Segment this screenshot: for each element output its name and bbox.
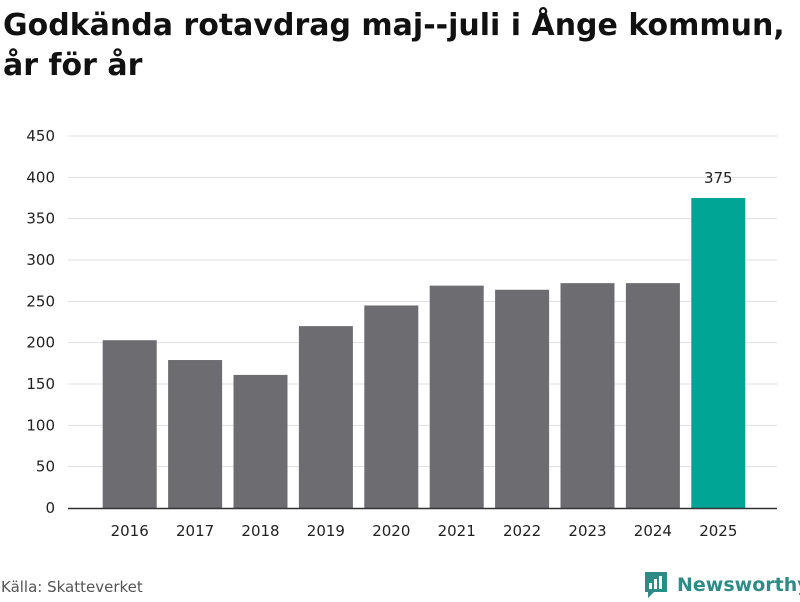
- brand-name: Newsworthy: [677, 574, 800, 596]
- bar-2024: [625, 283, 680, 508]
- y-tick-label: 150: [26, 375, 55, 393]
- y-tick-label: 300: [26, 251, 55, 269]
- x-tick-label: 2017: [176, 522, 214, 540]
- bar-2021: [429, 285, 484, 508]
- bars: [102, 198, 746, 508]
- y-tick-label: 0: [45, 499, 55, 517]
- bar-2018: [233, 374, 288, 508]
- x-tick-label: 2022: [503, 522, 541, 540]
- chart-title: Godkända rotavdrag maj--juli i Ånge komm…: [3, 8, 785, 83]
- x-tick-label: 2020: [372, 522, 410, 540]
- newsworthy-logo-icon: [645, 572, 667, 598]
- y-tick-label: 450: [26, 127, 55, 145]
- bar-2019: [298, 326, 353, 508]
- x-tick-label: 2025: [699, 522, 737, 540]
- data-label-2025: 375: [704, 169, 733, 187]
- bar-2023: [560, 283, 615, 508]
- x-tick-label: 2018: [241, 522, 279, 540]
- x-axis-ticks: 2016 2017 2018 2019 2020 2021 2022 2023 2024 2025: [111, 522, 738, 540]
- x-tick-label: 2021: [438, 522, 476, 540]
- y-tick-label: 200: [26, 334, 55, 352]
- y-axis-ticks: 0 50 100 150 200 250 300 350 400 450: [26, 127, 55, 517]
- data-labels: 375: [704, 169, 733, 187]
- x-tick-label: 2023: [568, 522, 606, 540]
- x-tick-label: 2016: [111, 522, 149, 540]
- y-tick-label: 250: [26, 292, 55, 310]
- source-note: Källa: Skatteverket: [1, 578, 143, 596]
- y-tick-label: 400: [26, 168, 55, 186]
- x-tick-label: 2019: [307, 522, 345, 540]
- y-tick-label: 100: [26, 416, 55, 434]
- bar-2025: [691, 198, 746, 508]
- bar-2017: [168, 360, 223, 508]
- bar-2020: [364, 305, 419, 508]
- y-tick-label: 350: [26, 210, 55, 228]
- bar-2022: [495, 289, 550, 508]
- x-tick-label: 2024: [634, 522, 672, 540]
- y-tick-label: 50: [36, 458, 55, 476]
- brand-logo: Newsworthy: [643, 568, 800, 602]
- bar-2016: [102, 340, 157, 508]
